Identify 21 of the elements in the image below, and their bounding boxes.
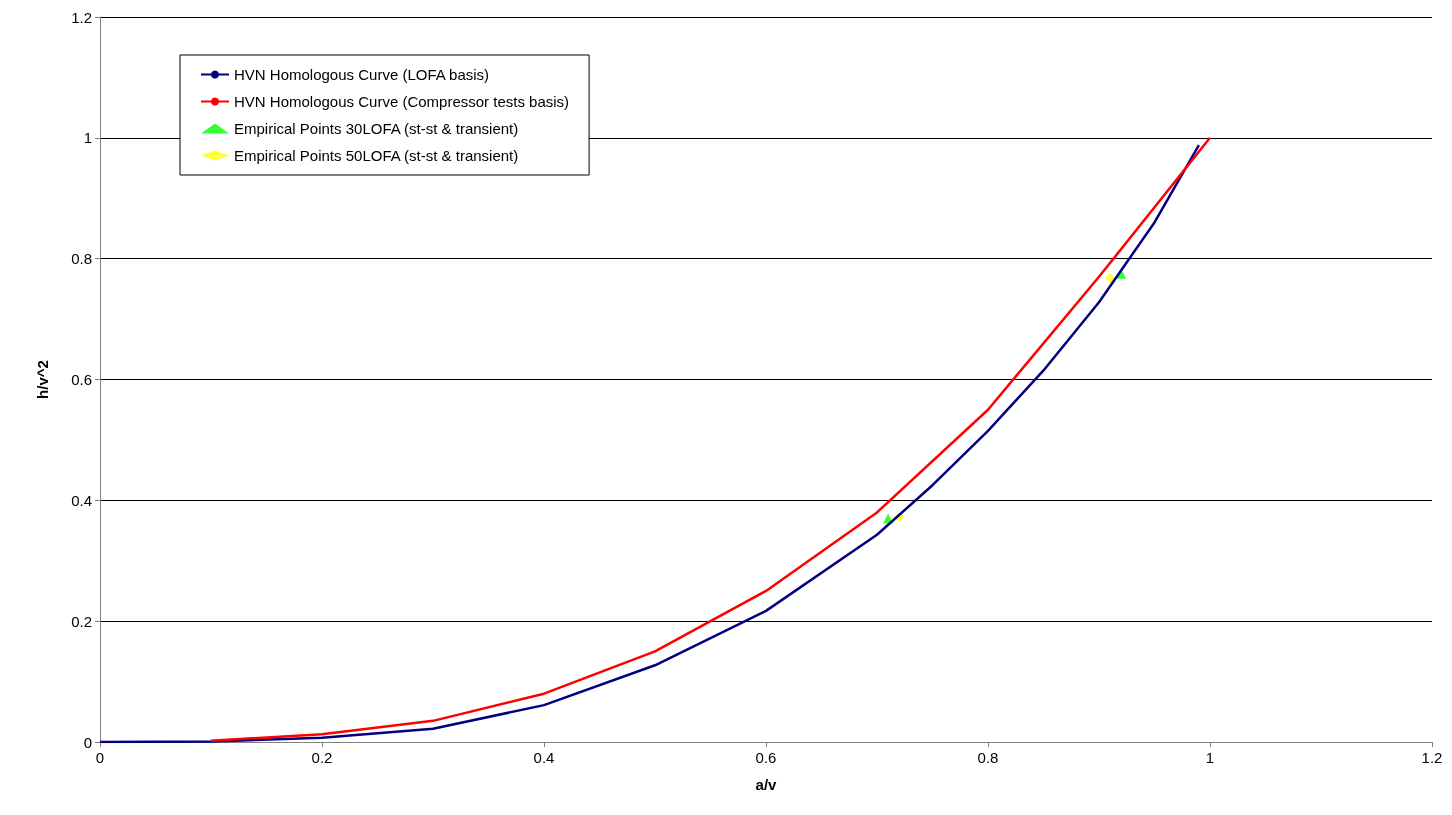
x-tick-label: 0.4 xyxy=(533,749,555,766)
x-axis-title: a/v xyxy=(755,776,778,793)
x-tick-label: 0 xyxy=(95,749,105,766)
x-tick-label: 1 xyxy=(1205,749,1215,766)
y-tick-label: 0.4 xyxy=(71,491,92,509)
x-tick-label: 0.6 xyxy=(755,749,777,766)
y-axis-title: h/v^2 xyxy=(34,360,51,399)
y-tick-label: 0.8 xyxy=(71,250,92,268)
y-tick-label: 0.6 xyxy=(71,371,92,388)
y-tick-label: 0.2 xyxy=(71,612,92,630)
x-tick-label: 1.2 xyxy=(1421,749,1443,766)
legend-label: Empirical Points 50LOFA (st-st & transient) xyxy=(234,147,519,164)
legend-label: Empirical Points 30LOFA (st-st & transient) xyxy=(234,120,519,137)
x-tick-label: 0.2 xyxy=(311,749,333,766)
y-tick-label: 1 xyxy=(83,129,92,147)
x-tick-label: 0.8 xyxy=(977,749,999,766)
y-tick-label: 0 xyxy=(83,733,92,751)
legend-label: HVN Homologous Curve (Compressor tests basis) xyxy=(234,93,570,110)
y-tick-label: 1.2 xyxy=(71,8,92,26)
point xyxy=(1105,273,1116,283)
legend-label: HVN Homologous Curve (LOFA basis) xyxy=(234,66,490,83)
